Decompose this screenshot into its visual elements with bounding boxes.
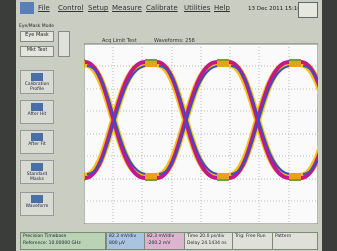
tool-button[interactable]: Calibration Profile — [20, 70, 54, 94]
timebase: Precision Timebase — [23, 233, 103, 240]
timebase-box[interactable]: Precision Timebase Reference: 10.00000 G… — [20, 232, 106, 250]
trigger-box[interactable]: Trig: Free Run — [232, 232, 274, 250]
menu-item[interactable]: Measure — [112, 4, 142, 12]
window-button[interactable] — [298, 2, 318, 18]
delay: Delay 24.1434 ns — [187, 240, 231, 247]
channel-box[interactable]: 82.3 mV/div -200.2 mV — [144, 232, 186, 250]
time-scale: Time 20.0 ps/div — [187, 233, 231, 240]
tool-label: After Fit — [28, 142, 46, 147]
tool-label: Waveform — [26, 204, 49, 209]
tool-button[interactable]: After Hit — [20, 100, 54, 124]
mode-button[interactable]: Eye Mask — [20, 31, 54, 42]
tool-label: Standard Masks — [27, 172, 47, 182]
menu-item[interactable]: Calibrate — [146, 4, 178, 12]
side-tab[interactable] — [58, 31, 70, 57]
pattern-box[interactable]: Pattern — [272, 232, 318, 250]
tool-button[interactable]: After Fit — [20, 130, 54, 154]
mode-label: Eye/Mask Mode — [19, 24, 54, 29]
menu-item[interactable]: Utilities — [184, 4, 210, 12]
reference: Reference: 10.00000 GHz — [23, 240, 103, 247]
channel-box[interactable]: 82.3 mV/div 800 µV — [106, 232, 146, 250]
trigger: Trig: Free Run — [235, 233, 271, 240]
tool-button[interactable]: Standard Masks — [20, 160, 54, 184]
pattern: Pattern — [275, 233, 315, 240]
ch1-offset: 800 µV — [109, 240, 143, 247]
menu-item[interactable]: Setup — [88, 4, 108, 12]
plot-status: Acq Limit Test — [102, 38, 137, 44]
time-box[interactable]: Time 20.0 ps/div Delay 24.1434 ns — [184, 232, 234, 250]
scope-screen: File Control Setup Measure Calibrate Uti… — [16, 0, 322, 251]
mode-button[interactable]: Mkt Test — [20, 46, 54, 57]
menu-item[interactable]: Control — [58, 4, 83, 12]
datetime: 13 Dec 2011 15:16 — [248, 6, 301, 12]
logo — [20, 2, 34, 14]
tool-button[interactable]: Waveform — [20, 192, 54, 216]
ch2-offset: -200.2 mV — [147, 240, 183, 247]
ch1-scale: 82.3 mV/div — [109, 233, 143, 240]
plot: Acq Limit Test Waveforms: 258 — [84, 36, 318, 224]
page: File Control Setup Measure Calibrate Uti… — [0, 0, 337, 251]
menu-item[interactable]: Help — [214, 4, 230, 12]
tool-label: After Hit — [28, 112, 47, 117]
tool-label: Calibration Profile — [25, 82, 49, 92]
menu-item[interactable]: File — [38, 4, 50, 12]
ch2-scale: 82.3 mV/div — [147, 233, 183, 240]
waveform-count: Waveforms: 258 — [154, 38, 195, 44]
